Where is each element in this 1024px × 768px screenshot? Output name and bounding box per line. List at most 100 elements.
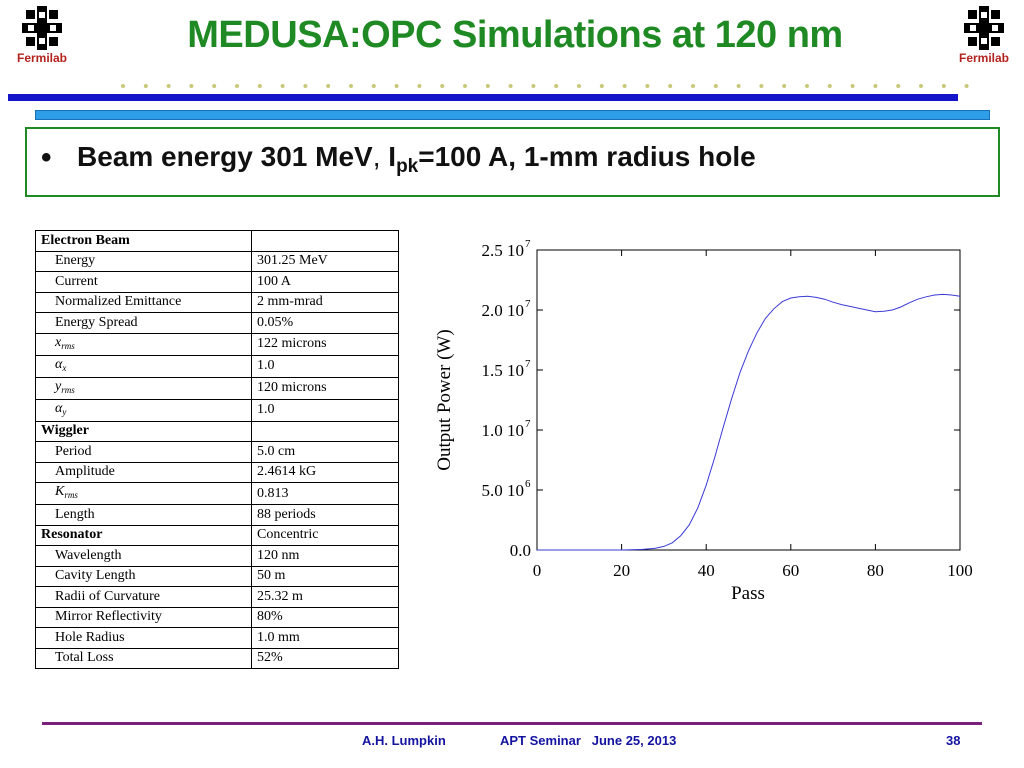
param-value: 0.05%	[251, 312, 399, 334]
table-row: Total Loss 52%	[35, 647, 399, 669]
divider-dot	[280, 84, 285, 88]
fermilab-logo-left: Fermilab	[2, 6, 82, 65]
divider-dot	[759, 84, 764, 88]
param-label: Cavity Length	[35, 565, 252, 587]
param-subscript: rms	[64, 490, 78, 500]
y-tick-label: 2.5 10	[482, 241, 525, 260]
divider-dot	[805, 84, 809, 88]
param-label: αx	[35, 354, 252, 378]
divider-dot	[691, 84, 695, 88]
param-value	[251, 420, 399, 442]
table-row: Radii of Curvature 25.32 m	[35, 586, 399, 608]
table-section-row: Resonator Concentric	[35, 524, 399, 546]
param-value: 5.0 cm	[251, 441, 399, 463]
table-row: xrms 122 microns	[35, 332, 399, 356]
param-value	[251, 230, 399, 252]
divider-dot	[143, 84, 148, 88]
param-label: Length	[35, 504, 252, 526]
divider-dot	[896, 84, 901, 88]
x-tick-label: 80	[867, 561, 884, 580]
param-value: 52%	[251, 647, 399, 669]
divider-dot	[326, 84, 331, 88]
param-value: 2 mm-mrad	[251, 291, 399, 313]
divider-dot	[964, 84, 969, 88]
x-axis-label: Pass	[731, 583, 765, 604]
param-subscript: x	[62, 362, 67, 373]
y-tick-exponent: 7	[525, 238, 531, 250]
param-value: 25.32 m	[251, 586, 399, 608]
divider-dot	[303, 84, 308, 88]
param-subscript: y	[62, 406, 67, 417]
param-label: Normalized Emittance	[35, 291, 252, 313]
table-section-row: Electron Beam	[35, 230, 399, 252]
table-row: αy 1.0	[35, 398, 399, 422]
divider-dot	[873, 84, 878, 88]
divider-dot	[850, 84, 855, 88]
divider-dot	[417, 84, 422, 88]
divider-dot	[645, 84, 650, 88]
x-tick-label: 20	[613, 561, 630, 580]
bullet-text: Beam energy 301 MeV, Ipk=100 A, 1-mm rad…	[77, 141, 756, 178]
param-label: xrms	[35, 332, 252, 356]
table-row: Amplitude 2.4614 kG	[35, 461, 399, 483]
footer-seminar: APT Seminar June 25, 2013	[500, 733, 677, 748]
bullet-box: • Beam energy 301 MeV, Ipk=100 A, 1-mm r…	[25, 127, 1000, 197]
param-value: 100 A	[251, 271, 399, 293]
fermilab-logo-right: Fermilab	[944, 6, 1024, 65]
param-value: 1.0 mm	[251, 627, 399, 649]
header-bar-light	[35, 110, 990, 120]
param-symbol: K	[55, 484, 65, 499]
fermilab-logo-icon	[964, 6, 1004, 50]
dotted-divider	[121, 84, 969, 88]
param-label: Resonator	[35, 524, 252, 546]
divider-dot	[463, 84, 467, 88]
divider-dot	[508, 84, 513, 88]
divider-dot	[736, 84, 741, 88]
plot-frame	[536, 249, 961, 551]
param-label: Wiggler	[35, 420, 252, 442]
param-subscript: rms	[61, 340, 75, 351]
divider-dot	[599, 84, 604, 88]
fermilab-label: Fermilab	[958, 51, 1009, 65]
param-label: Mirror Reflectivity	[35, 606, 252, 628]
param-value: 1.0	[251, 398, 399, 422]
param-symbol: y	[55, 378, 62, 394]
param-value: 50 m	[251, 565, 399, 587]
divider-dot	[485, 84, 490, 88]
divider-dot	[257, 84, 262, 88]
divider-dot	[668, 84, 673, 88]
bullet-comma: ,	[372, 141, 381, 172]
bullet-part2: =100 A, 1-mm radius hole	[418, 141, 756, 172]
footer-author: A.H. Lumpkin	[362, 733, 446, 748]
parameter-table: Electron Beam Energy 301.25 MeV Current 100 …	[35, 230, 399, 669]
divider-dot	[531, 84, 536, 88]
param-subscript: rms	[61, 384, 75, 395]
param-value: Concentric	[251, 524, 399, 546]
param-label: Wavelength	[35, 545, 252, 567]
x-tick-label: 40	[698, 561, 715, 580]
table-row: Current 100 A	[35, 271, 399, 293]
divider-dot	[121, 84, 125, 88]
divider-dot	[827, 84, 832, 88]
divider-dot	[235, 84, 239, 88]
divider-dot	[189, 84, 194, 88]
param-value: 88 periods	[251, 504, 399, 526]
x-tick-label: 100	[947, 561, 973, 580]
param-value: 1.0	[251, 354, 399, 378]
bullet-part1: Beam energy 301 MeV	[77, 141, 373, 172]
divider-dot	[440, 84, 445, 88]
param-label: Period	[35, 441, 252, 463]
table-row: Normalized Emittance 2 mm-mrad	[35, 291, 399, 313]
footer-page-number: 38	[946, 733, 961, 748]
table-row: Krms 0.813	[35, 482, 399, 505]
divider-dot	[394, 84, 399, 88]
param-value: 80%	[251, 606, 399, 628]
table-row: Mirror Reflectivity 80%	[35, 606, 399, 628]
param-label: Radii of Curvature	[35, 586, 252, 608]
divider-dot	[622, 84, 627, 88]
param-value: 120 microns	[251, 376, 399, 400]
y-tick-label: 5.0 10	[482, 481, 525, 500]
table-row: Hole Radius 1.0 mm	[35, 627, 399, 649]
divider-dot	[349, 84, 353, 88]
